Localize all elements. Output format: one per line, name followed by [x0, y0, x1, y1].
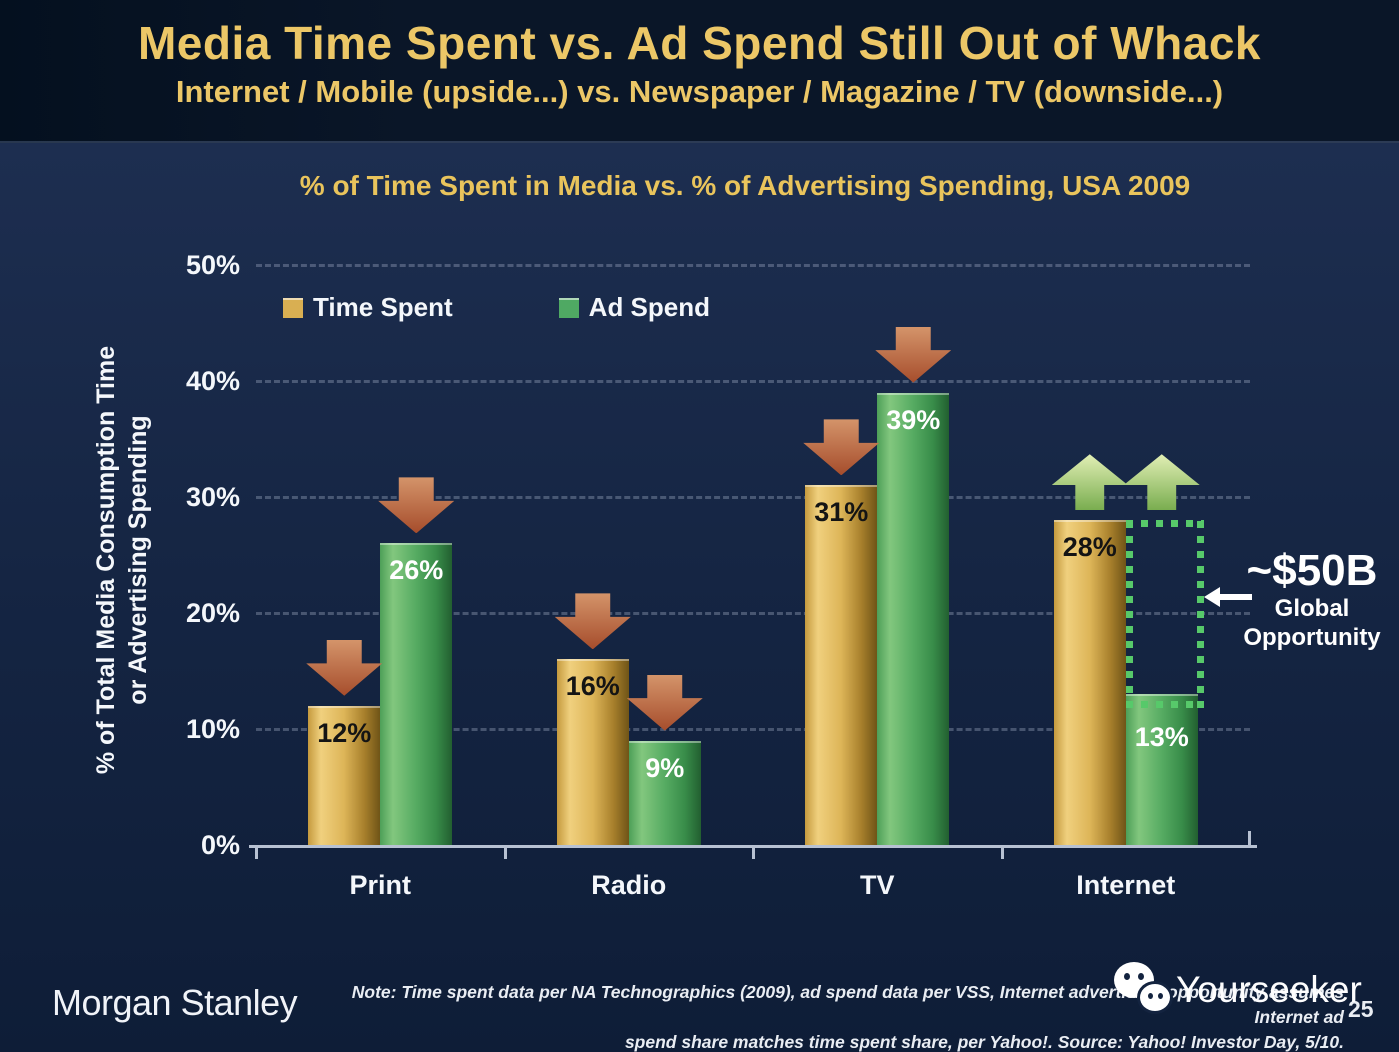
bar-print-ad-spend: [380, 543, 453, 845]
x-axis-tick: [503, 845, 507, 859]
bar-internet-ad-spend: [1125, 694, 1198, 845]
gridline-20pct: [256, 612, 1250, 615]
up-arrow-icon: [1123, 454, 1200, 511]
chart-title: % of Time Spent in Media vs. % of Advert…: [299, 170, 1191, 201]
opportunity-amount: ~$50B: [1246, 546, 1378, 595]
bar-tv-ad-spend: [877, 392, 950, 845]
x-axis-label-print: Print: [349, 870, 411, 900]
y-tick-label-0pct: 0%: [200, 830, 240, 860]
watermark-text: Yourseeker: [1176, 969, 1362, 1010]
bar-value-label: 28%: [1062, 532, 1117, 563]
chart-legend: Time Spent Ad Spend: [283, 292, 710, 323]
source-note-line2: spend share matches time spent share, pe…: [624, 1032, 1344, 1052]
bar-print-time-spent: [308, 705, 381, 845]
y-tick-label-50pct: 50%: [185, 250, 240, 280]
up-arrow-icon: [1051, 454, 1128, 511]
bar-internet-time-spent: [1053, 520, 1126, 845]
y-tick-label-40pct: 40%: [185, 366, 240, 396]
source-note-line1: Note: Time spent data per NA Technograph…: [351, 982, 1344, 1027]
down-arrow-icon: [306, 639, 383, 696]
x-axis-label-tv: TV: [859, 870, 895, 900]
y-tick-label-20pct: 20%: [185, 598, 240, 628]
legend-item-ad-spend: Ad Spend: [558, 292, 711, 323]
opportunity-label: ~$50B Global Opportunity: [1232, 548, 1392, 652]
bar-value-label: 13%: [1134, 722, 1189, 753]
opportunity-dashed-box: [1125, 520, 1204, 709]
legend-item-time-spent: Time Spent: [283, 292, 453, 323]
bar-value-label: 39%: [886, 404, 941, 435]
bar-radio-time-spent: [556, 659, 629, 845]
wechat-icon: [1112, 962, 1170, 1018]
opportunity-text-line2: Opportunity: [1243, 624, 1381, 651]
wechat-bubble-small: [1140, 984, 1170, 1011]
bar-value-label: 26%: [389, 555, 444, 586]
down-arrow-icon: [626, 674, 703, 731]
time-spent-swatch-icon: [283, 297, 303, 318]
y-axis-title: % of Total Media Consumption Time or Adv…: [90, 346, 154, 774]
bar-radio-ad-spend: [628, 740, 701, 845]
bar-value-label: 9%: [645, 752, 685, 783]
gridline-30pct: [256, 496, 1250, 499]
source-note: Note: Time spent data per NA Technograph…: [330, 980, 1344, 1052]
watermark: Yourseeker: [1112, 962, 1362, 1018]
left-arrow-head: [1204, 587, 1220, 607]
x-axis-label-internet: Internet: [1076, 870, 1176, 900]
opportunity-text-line1: Global: [1274, 595, 1350, 622]
x-axis-end-tick: [1248, 831, 1251, 845]
bar-value-label: 31%: [814, 497, 869, 528]
legend-label-time-spent: Time Spent: [313, 292, 453, 322]
bar-value-label: 12%: [317, 717, 372, 748]
legend-label-ad-spend: Ad Spend: [588, 292, 711, 322]
x-axis-tick: [752, 845, 755, 859]
y-axis-title-line2: or Advertising Spending: [124, 415, 152, 705]
bar-value-label: 16%: [565, 671, 620, 702]
down-arrow-icon: [378, 477, 455, 534]
left-arrow-icon: [1204, 587, 1252, 607]
slide-title: Media Time Spent vs. Ad Spend Still Out …: [137, 17, 1262, 69]
gridline-10pct: [256, 728, 1250, 731]
x-axis-label-radio: Radio: [591, 870, 667, 900]
y-axis-title-line1: % of Total Media Consumption Time: [92, 345, 120, 775]
morgan-stanley-logo: Morgan Stanley: [52, 982, 298, 1023]
gridline-50pct: [256, 264, 1250, 267]
down-arrow-icon: [875, 326, 952, 383]
slide-subtitle: Internet / Mobile (upside...) vs. Newspa…: [175, 74, 1224, 109]
left-arrow-shaft: [1216, 594, 1252, 600]
down-arrow-icon: [554, 593, 631, 650]
down-arrow-icon: [803, 419, 880, 476]
page-number: 25: [1348, 996, 1374, 1022]
bar-tv-time-spent: [805, 485, 878, 845]
y-tick-label-10pct: 10%: [185, 714, 240, 744]
x-axis-tick: [1000, 845, 1004, 859]
x-axis-tick: [255, 845, 258, 859]
gridline-40pct: [256, 380, 1250, 383]
ad-spend-swatch-icon: [558, 297, 579, 318]
slide-header: Media Time Spent vs. Ad Spend Still Out …: [0, 0, 1399, 143]
y-tick-label-30pct: 30%: [185, 482, 240, 512]
